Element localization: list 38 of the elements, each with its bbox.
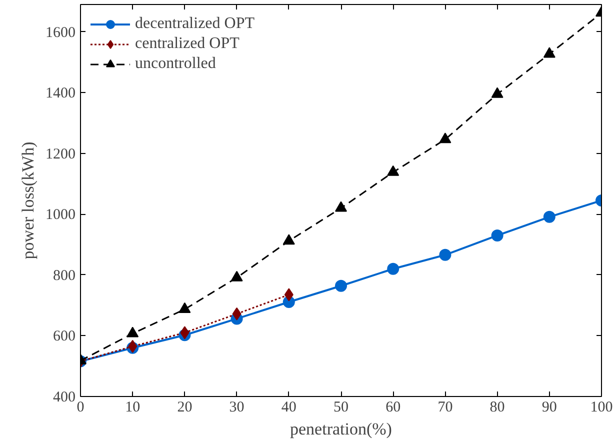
y-tick-label: 1200 <box>46 146 76 162</box>
point <box>387 262 400 275</box>
point <box>543 47 556 58</box>
point <box>284 288 294 302</box>
point <box>335 201 347 212</box>
legend-label: decentralized OPT <box>135 15 254 33</box>
point <box>387 165 400 176</box>
y-tick-label: 1600 <box>46 24 76 41</box>
y-tick-label: 1000 <box>46 207 76 224</box>
x-tick-label: 90 <box>542 400 557 416</box>
point <box>543 210 556 223</box>
x-tick-label: 20 <box>177 400 192 416</box>
x-axis-title: penetration(%) <box>290 420 392 438</box>
y-axis-title: power loss(kWh) <box>18 142 38 260</box>
point <box>439 132 452 144</box>
x-tick-label: 50 <box>334 400 348 416</box>
point <box>491 229 504 242</box>
y-tick-label: 1400 <box>46 86 76 102</box>
point <box>180 326 190 340</box>
point <box>491 87 504 98</box>
x-tick-label: 10 <box>125 400 140 416</box>
x-tick-label: 40 <box>281 400 296 416</box>
point <box>282 234 295 245</box>
x-tick-label: 70 <box>438 400 453 416</box>
point <box>232 307 242 320</box>
y-tick-label: 800 <box>53 268 76 284</box>
legend-label: centralized OPT <box>135 35 240 53</box>
y-tick-label: 600 <box>53 328 76 345</box>
point <box>439 248 452 261</box>
y-tick-label: 400 <box>53 390 76 406</box>
x-tick-label: 80 <box>490 400 505 416</box>
x-tick-label: 60 <box>386 400 401 416</box>
point <box>335 280 347 292</box>
legend-label: uncontrolled <box>135 55 216 73</box>
x-tick-label: 30 <box>229 400 244 416</box>
x-tick-label: 0 <box>76 400 84 416</box>
x-tick-label: 100 <box>590 400 613 416</box>
point <box>230 270 243 282</box>
